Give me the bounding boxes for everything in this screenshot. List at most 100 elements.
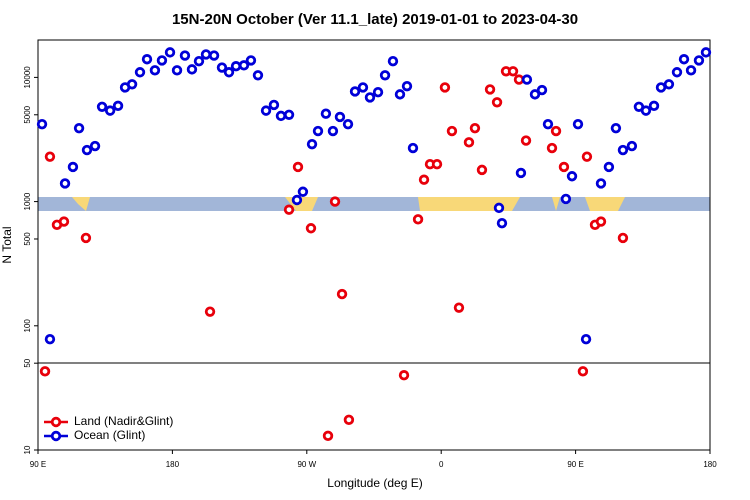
point (329, 196, 341, 207)
x-tick-label: 90 W (297, 460, 316, 469)
y-tick-label: 1000 (23, 192, 32, 210)
point (655, 82, 667, 93)
point (156, 55, 168, 66)
point (364, 92, 376, 103)
point (357, 82, 369, 93)
y-tick-label: 10000 (23, 66, 32, 89)
point (126, 79, 138, 90)
point (617, 144, 629, 156)
point (291, 194, 303, 206)
point (595, 216, 607, 227)
point (507, 66, 519, 77)
point (550, 125, 562, 137)
point (407, 142, 419, 154)
chart-title: 15N-20N October (Ver 11.1_late) 2019-01-… (172, 11, 578, 28)
point (398, 370, 410, 381)
point (334, 111, 346, 123)
x-tick-label: 180 (703, 460, 717, 469)
map-band (38, 197, 710, 211)
plot-frame (37, 39, 711, 451)
point (431, 159, 443, 170)
point (179, 50, 191, 61)
point (560, 193, 572, 205)
point (193, 56, 205, 67)
point (580, 333, 592, 345)
point (476, 164, 488, 176)
point (134, 67, 146, 78)
point (401, 80, 413, 92)
point (297, 186, 309, 197)
point (536, 84, 548, 96)
point (493, 202, 505, 214)
point (320, 108, 332, 119)
legend-marker (50, 416, 62, 428)
point (496, 217, 508, 229)
point (581, 151, 593, 162)
x-tick-label: 180 (166, 460, 180, 469)
point (89, 140, 101, 152)
point (387, 56, 399, 67)
point (521, 74, 533, 85)
y-tick-label: 50 (23, 358, 32, 367)
point (491, 97, 503, 108)
point (342, 118, 354, 130)
point (186, 64, 198, 75)
point (67, 161, 79, 173)
x-tick-label: 90 E (30, 460, 46, 469)
point (558, 161, 570, 173)
point (439, 82, 451, 93)
point (305, 223, 317, 234)
point (238, 60, 250, 71)
point (640, 105, 652, 116)
point (312, 125, 324, 137)
point (678, 54, 690, 65)
y-tick-label: 100 (23, 319, 32, 333)
point (44, 333, 56, 345)
x-tick-label: 0 (439, 460, 444, 469)
point (204, 306, 216, 317)
point (379, 70, 391, 81)
point (542, 118, 554, 130)
point (446, 125, 458, 137)
point (96, 101, 108, 112)
point (520, 135, 532, 146)
point (372, 86, 384, 98)
point (73, 122, 85, 134)
y-tick-label: 5000 (23, 105, 32, 123)
legend-label: Land (Nadir&Glint) (74, 414, 173, 428)
point (208, 50, 220, 61)
point (81, 144, 93, 156)
point (463, 137, 475, 148)
point (566, 171, 578, 182)
point (418, 174, 430, 185)
point (322, 430, 334, 442)
point (200, 49, 212, 60)
point (394, 89, 406, 100)
point (349, 86, 361, 97)
point (230, 61, 242, 72)
point (671, 67, 683, 78)
point (164, 47, 176, 58)
point (283, 109, 295, 120)
point (327, 125, 339, 137)
legend-label: Ocean (Glint) (74, 428, 145, 442)
point (595, 178, 607, 189)
point (343, 414, 355, 426)
point (104, 105, 116, 116)
point (603, 161, 615, 173)
point (223, 67, 235, 78)
point (44, 151, 56, 162)
point (149, 65, 161, 76)
point (513, 74, 525, 85)
y-tick-label: 500 (23, 232, 32, 246)
point (268, 99, 280, 111)
point (648, 100, 660, 112)
point (245, 55, 257, 66)
point (171, 65, 183, 76)
point (39, 366, 51, 377)
point (336, 288, 348, 300)
y-tick-label: 10 (23, 445, 32, 454)
point (59, 178, 71, 189)
point (275, 110, 287, 122)
